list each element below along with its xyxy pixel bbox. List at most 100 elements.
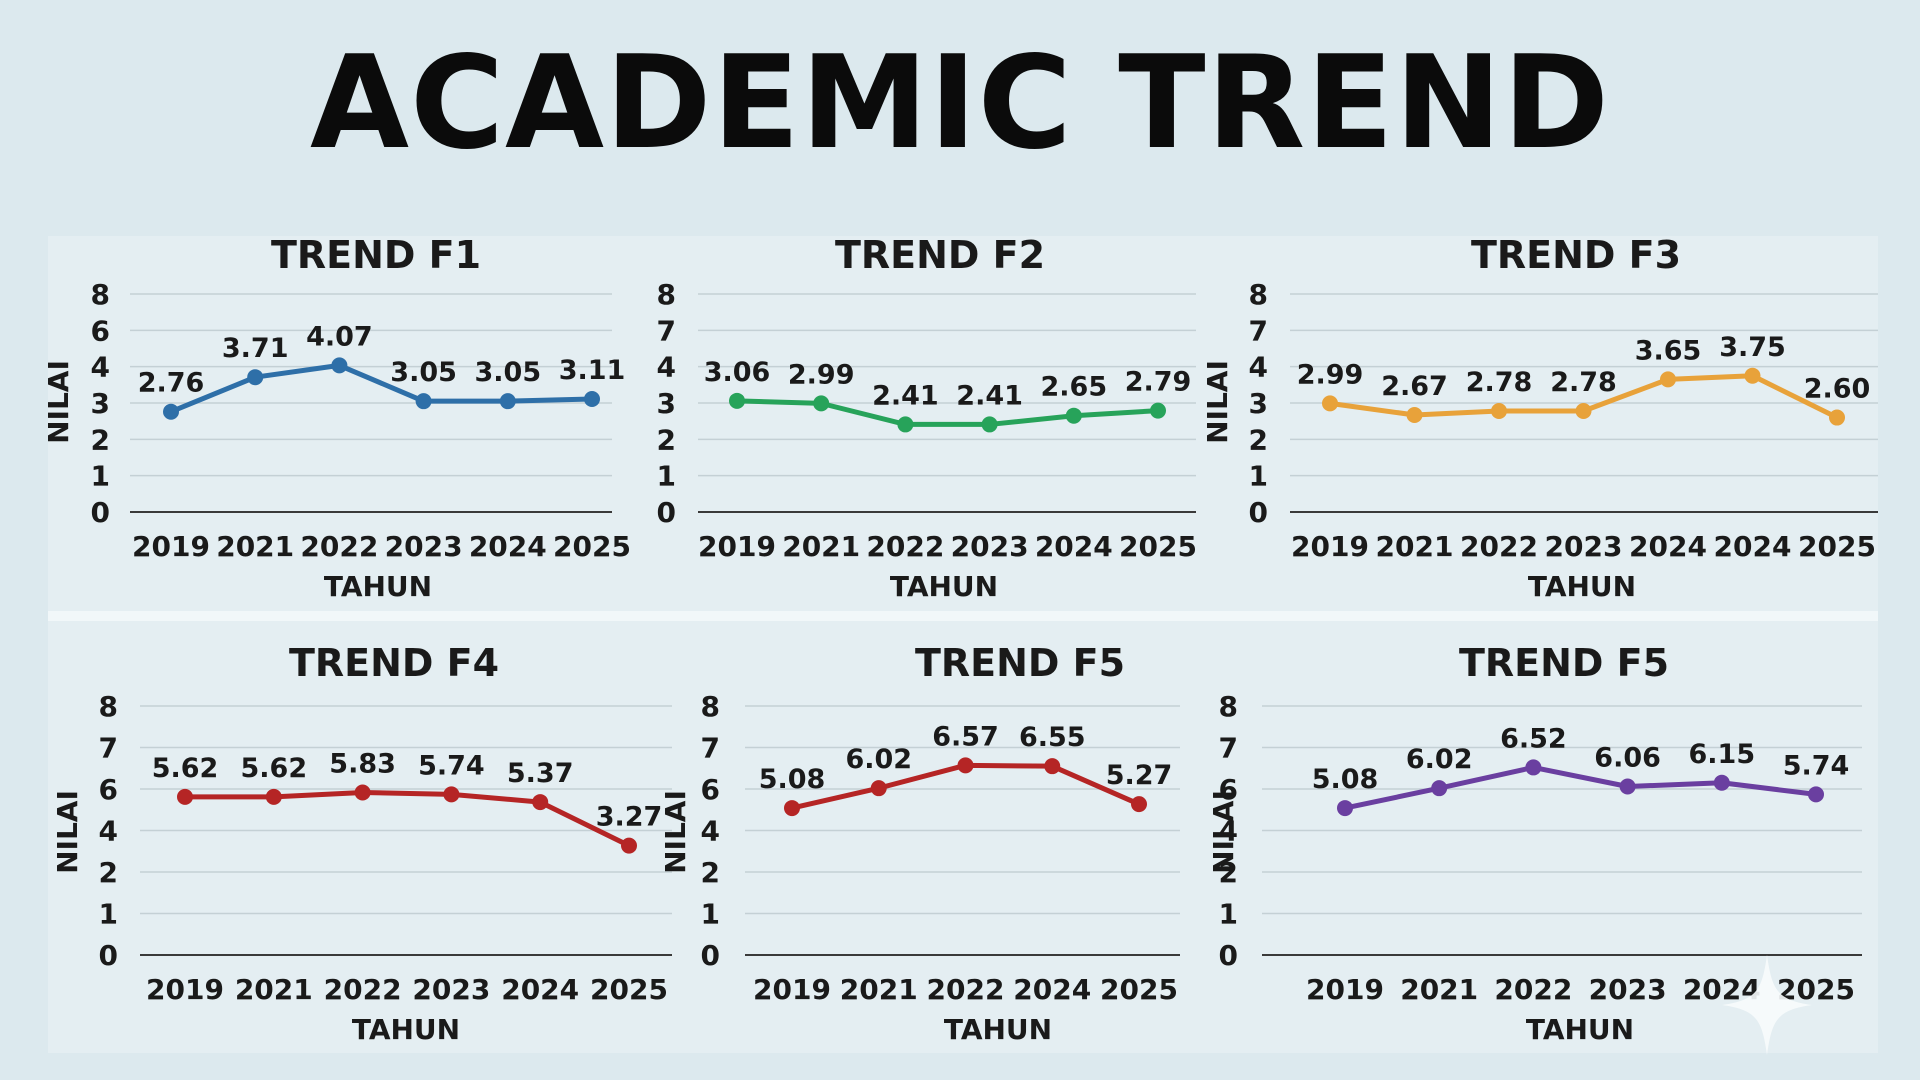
y-tick-label: 8	[1249, 278, 1268, 311]
data-label: 6.02	[1406, 744, 1473, 775]
data-label: 3.65	[1635, 335, 1702, 366]
data-label: 3.75	[1719, 332, 1786, 363]
x-tick-label: 2024	[501, 973, 579, 1006]
x-axis-label: TAHUN	[352, 1013, 460, 1046]
x-tick-label: 2019	[146, 973, 224, 1006]
data-point	[981, 416, 998, 433]
series-line	[734, 398, 1161, 427]
data-point	[443, 786, 460, 803]
chart-title: TREND F2	[835, 233, 1045, 277]
sparkle-icon	[1722, 955, 1812, 1055]
data-label: 2.41	[956, 380, 1023, 411]
x-tick-label: 2022	[927, 973, 1005, 1006]
y-tick-label: 1	[701, 898, 720, 931]
data-point	[621, 837, 637, 854]
data-label: 4.07	[306, 321, 373, 352]
data-point	[813, 395, 830, 412]
series-line	[182, 790, 632, 849]
y-tick-label: 0	[657, 496, 676, 529]
data-label: 5.83	[329, 749, 396, 780]
x-tick-label: 2019	[1291, 530, 1369, 563]
data-point	[1491, 402, 1507, 419]
y-axis-label: NILAI	[51, 790, 84, 874]
data-label: 2.99	[788, 359, 855, 390]
data-label: 5.37	[507, 758, 574, 789]
x-tick-label: 2024	[469, 530, 547, 563]
data-label: 6.57	[932, 721, 999, 752]
y-tick-label: 6	[99, 773, 118, 806]
y-tick-label: 4	[1249, 351, 1268, 384]
y-tick-label: 2	[91, 423, 110, 456]
data-point	[1744, 367, 1761, 384]
x-tick-label: 2025	[1798, 530, 1876, 563]
x-axis-label: TAHUN	[1526, 1013, 1634, 1046]
data-label: 2.67	[1381, 371, 1448, 402]
x-tick-label: 2019	[1306, 973, 1384, 1006]
data-point	[1322, 395, 1338, 412]
data-label: 6.02	[845, 744, 912, 775]
data-label: 5.74	[1783, 750, 1850, 781]
data-label: 2.41	[872, 380, 939, 411]
data-point	[1406, 406, 1423, 423]
data-point	[1575, 402, 1592, 419]
x-tick-label: 2022	[1460, 530, 1538, 563]
x-tick-label: 2019	[753, 973, 831, 1006]
x-tick-label: 2021	[216, 530, 294, 563]
data-point	[897, 416, 914, 433]
data-point	[415, 393, 432, 410]
data-label: 6.15	[1688, 739, 1755, 770]
data-label: 2.79	[1125, 367, 1192, 398]
y-tick-label: 8	[701, 690, 720, 723]
x-tick-label: 2021	[1400, 973, 1478, 1006]
x-tick-label: 2023	[1545, 530, 1623, 563]
data-label: 2.99	[1297, 359, 1364, 390]
y-tick-label: 0	[91, 496, 110, 529]
data-point	[1829, 409, 1845, 426]
data-point	[1431, 780, 1448, 797]
data-label: 3.27	[596, 802, 663, 833]
y-tick-label: 8	[657, 278, 676, 311]
y-tick-label: 1	[657, 460, 676, 493]
data-point	[957, 757, 974, 774]
y-tick-label: 6	[91, 314, 110, 347]
chart-title: TREND F4	[289, 641, 499, 685]
y-tick-label: 7	[99, 732, 118, 765]
data-point	[499, 393, 516, 410]
data-point	[163, 403, 179, 420]
y-tick-label: 6	[1219, 773, 1238, 806]
chart-1: 01 234 68 2019 2021 2022 2023 2024 2025 TREND F1 T…	[42, 233, 631, 603]
y-tick-label: 7	[1219, 732, 1238, 765]
data-point	[870, 780, 887, 797]
chart-title: TREND F1	[271, 233, 481, 277]
y-tick-label: 3	[91, 387, 110, 420]
data-label: 3.05	[474, 357, 541, 388]
x-tick-label: 2022	[1494, 973, 1572, 1006]
data-label: 5.08	[1312, 764, 1379, 795]
y-tick-label: 4	[99, 815, 118, 848]
y-axis-label: NILAI	[659, 790, 692, 874]
y-tick-label: 2	[1249, 423, 1268, 456]
data-point	[1337, 800, 1353, 817]
y-tick-label: 2	[701, 856, 720, 889]
series-line	[168, 362, 595, 415]
y-tick-label: 2	[1219, 856, 1238, 889]
y-tick-label: 1	[91, 460, 110, 493]
x-axis-label: TAHUN	[324, 570, 432, 603]
chart-title: TREND F3	[1471, 233, 1681, 277]
y-tick-label: 1	[1219, 898, 1238, 931]
data-point	[1044, 758, 1061, 775]
y-tick-label: 3	[1249, 387, 1268, 420]
x-tick-label: 2022	[324, 973, 402, 1006]
data-label: 3.11	[559, 355, 626, 386]
data-point	[177, 788, 193, 805]
data-label: 3.06	[704, 357, 771, 388]
data-point	[265, 788, 282, 805]
x-tick-label: 2023	[412, 973, 490, 1006]
y-tick-label: 7	[701, 732, 720, 765]
y-axis-label: NILAI	[42, 360, 75, 444]
y-tick-label: 7	[657, 314, 676, 347]
data-label: 2.78	[1550, 367, 1617, 398]
x-tick-label: 2024	[1013, 973, 1091, 1006]
x-tick-label: 2019	[132, 530, 210, 563]
data-point	[784, 800, 800, 817]
